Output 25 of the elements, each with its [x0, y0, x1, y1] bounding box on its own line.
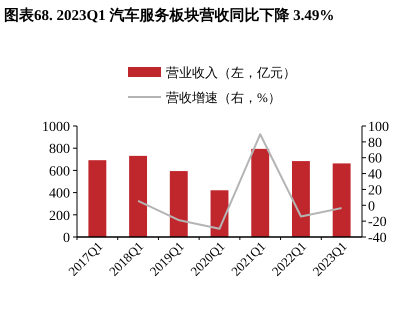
y2-tick-label: 80: [368, 136, 382, 151]
y2-tick-label: -20: [368, 215, 387, 230]
y-tick-label: 600: [49, 164, 70, 180]
y2-tick-label: 40: [368, 168, 382, 183]
y-tick-label: 800: [49, 142, 70, 158]
bar: [251, 148, 270, 237]
y2-tick-label: 100: [368, 120, 389, 135]
y2-tick-label: 60: [368, 152, 382, 167]
bar: [170, 171, 188, 237]
legend-label: 营业收入（左，亿元）: [166, 65, 296, 80]
title: 图表68. 2023Q1 汽车服务板块营收同比下降 3.49%: [4, 8, 334, 24]
y2-tick-label: -40: [368, 231, 387, 246]
y-tick-label: 200: [49, 208, 70, 224]
bar: [292, 161, 310, 237]
y-tick-label: 1000: [42, 120, 70, 135]
bar: [332, 163, 351, 237]
y-tick-label: 0: [63, 231, 70, 246]
legend-label: 营收增速（右，%）: [166, 90, 281, 105]
y-tick-label: 400: [49, 186, 70, 202]
y2-tick-label: 0: [368, 199, 375, 214]
bar: [210, 190, 228, 237]
bar: [129, 156, 148, 237]
bar: [88, 160, 106, 237]
line-series: [137, 133, 343, 230]
y2-tick-label: 20: [368, 183, 382, 198]
